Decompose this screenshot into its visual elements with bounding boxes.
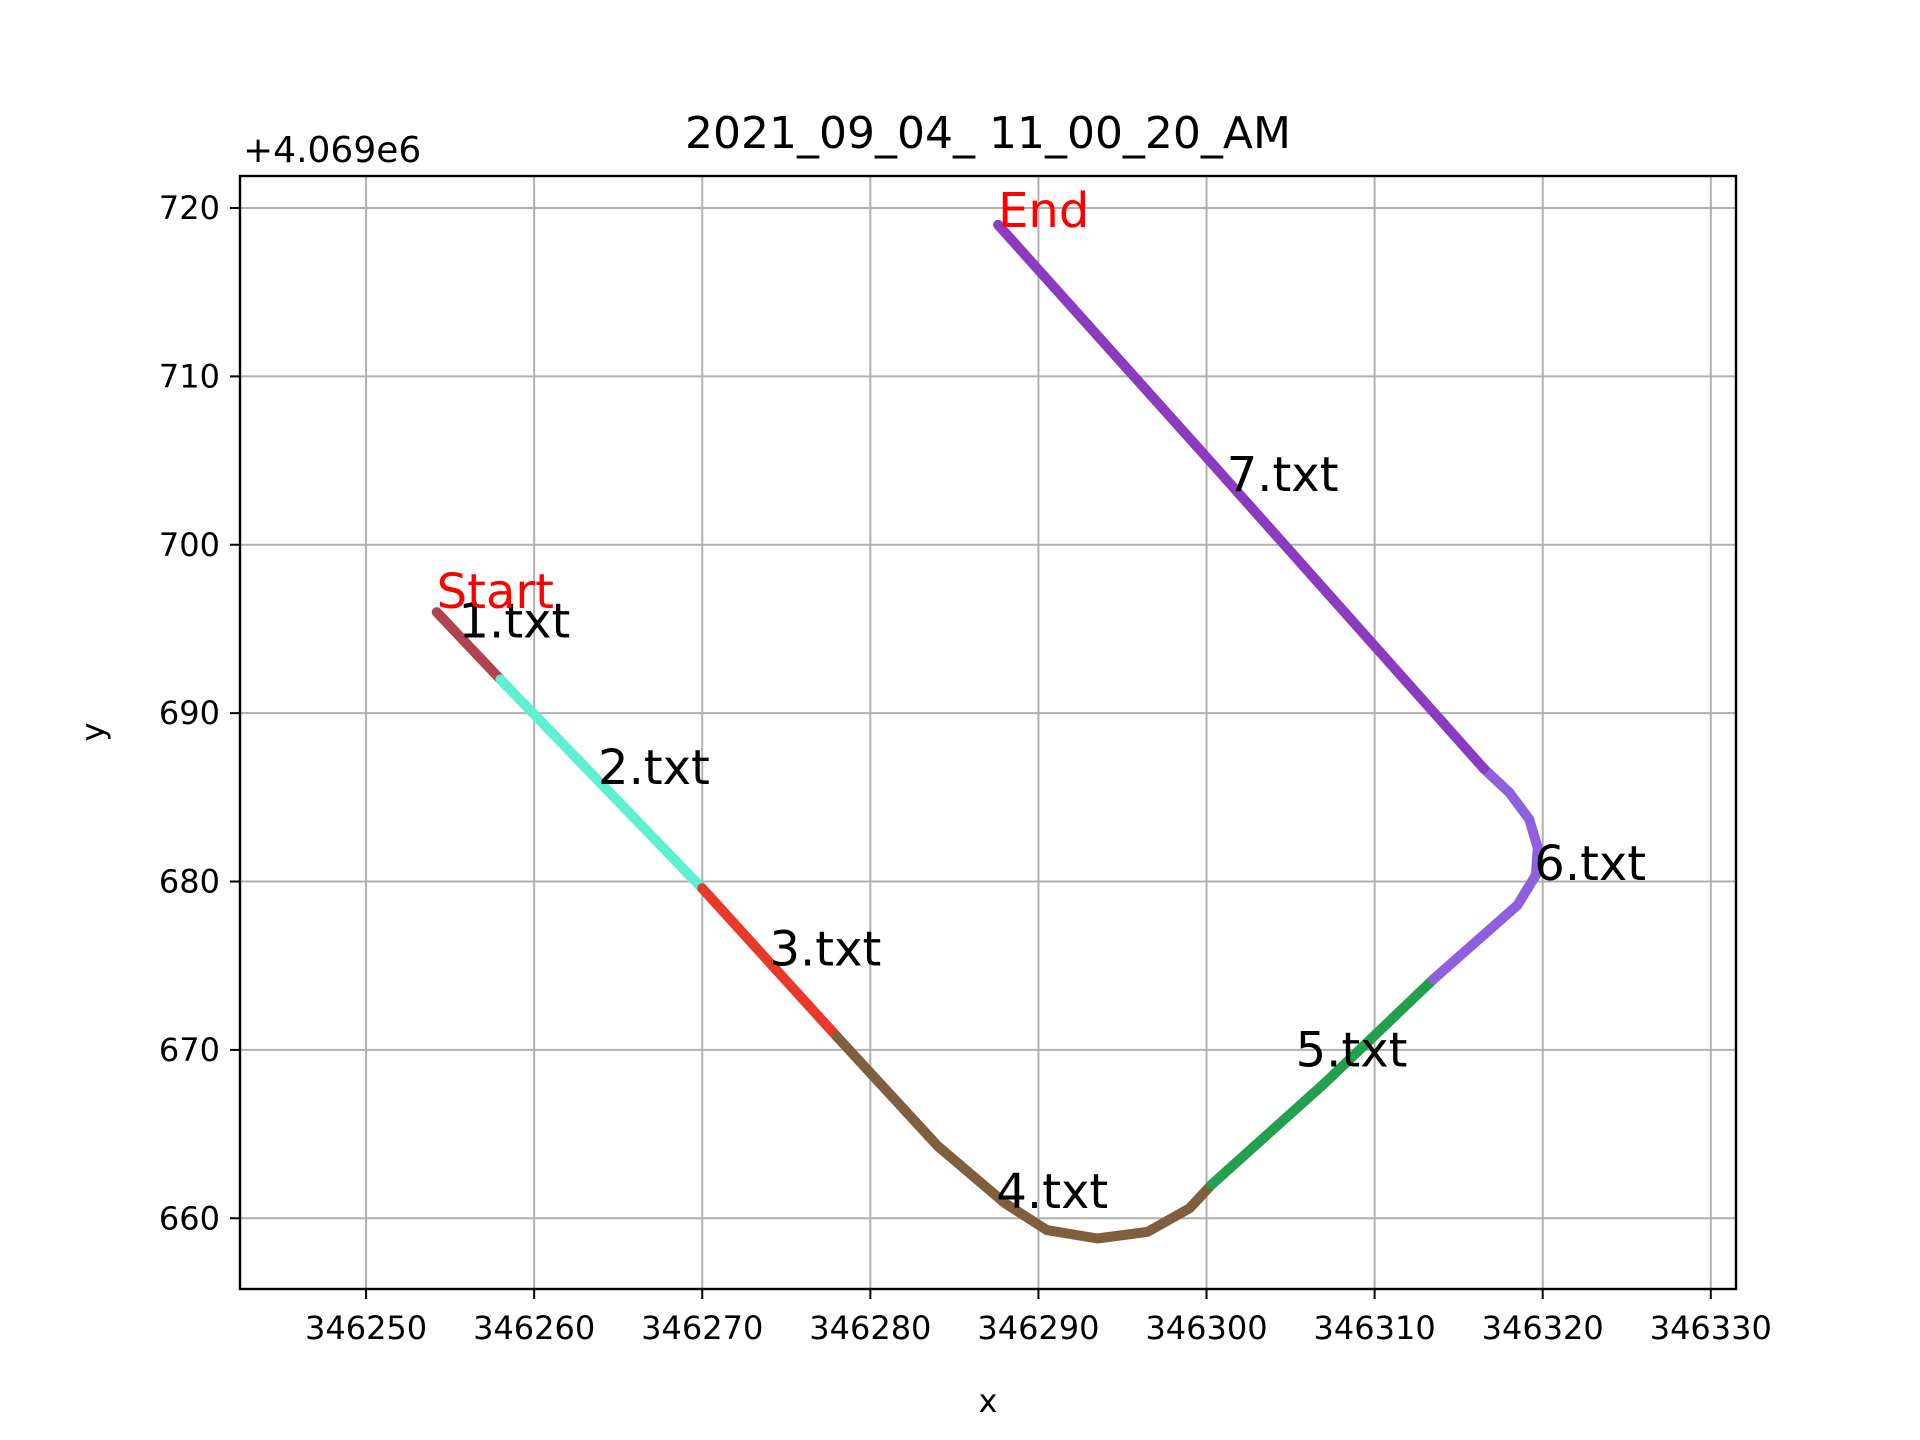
series-label-5: 5.txt <box>1296 1023 1408 1079</box>
series-labels: 1.txt 2.txt 3.txt 4.txt 5.txt 6.txt 7.txt Start… <box>437 183 1646 1220</box>
series-label-1: 1.txt <box>459 593 571 649</box>
series-line-6 <box>1428 763 1543 985</box>
x-tick-label: 346280 <box>809 1309 931 1347</box>
y-tick-label: 660 <box>159 1199 220 1237</box>
series-line-5 <box>1206 974 1439 1190</box>
series-label-2: 2.txt <box>598 740 710 796</box>
axis-ticks: 346250 346260 346270 346280 346290 346300 3463… <box>159 189 1772 1347</box>
series-line-2 <box>495 674 708 894</box>
series-label-4: 4.txt <box>996 1164 1108 1220</box>
y-tick-label: 670 <box>159 1031 220 1069</box>
series-label-3: 3.txt <box>769 922 881 978</box>
x-tick-label: 346300 <box>1145 1309 1267 1347</box>
y-tick-label: 720 <box>159 189 220 227</box>
x-tick-label: 346260 <box>473 1309 595 1347</box>
y-axis-label: y <box>74 723 112 742</box>
y-axis-offset: +4.069e6 <box>243 130 421 171</box>
x-axis-label: x <box>979 1382 998 1420</box>
x-tick-label: 346320 <box>1482 1309 1604 1347</box>
x-tick-label: 346290 <box>977 1309 1099 1347</box>
start-label: Start <box>437 564 554 620</box>
x-tick-label: 346250 <box>305 1309 427 1347</box>
series-line-3 <box>697 883 842 1042</box>
plot-series <box>431 219 1543 1244</box>
series-line-7 <box>993 219 1489 774</box>
y-tick-label: 690 <box>159 694 220 732</box>
x-tick-label: 346330 <box>1650 1309 1772 1347</box>
x-tick-label: 346270 <box>641 1309 763 1347</box>
chart-title: 2021_09_04_ 11_00_20_AM <box>685 108 1291 159</box>
end-label: End <box>998 183 1089 239</box>
series-label-7: 7.txt <box>1227 447 1339 503</box>
y-tick-label: 680 <box>159 863 220 901</box>
x-tick-label: 346310 <box>1314 1309 1436 1347</box>
series-line-1 <box>431 607 506 685</box>
series-label-6: 6.txt <box>1534 836 1646 892</box>
y-tick-label: 700 <box>159 526 220 564</box>
grid <box>240 176 1736 1289</box>
plot-frame <box>238 174 1738 1291</box>
y-tick-label: 710 <box>159 357 220 395</box>
series-line-4 <box>831 1031 1217 1244</box>
